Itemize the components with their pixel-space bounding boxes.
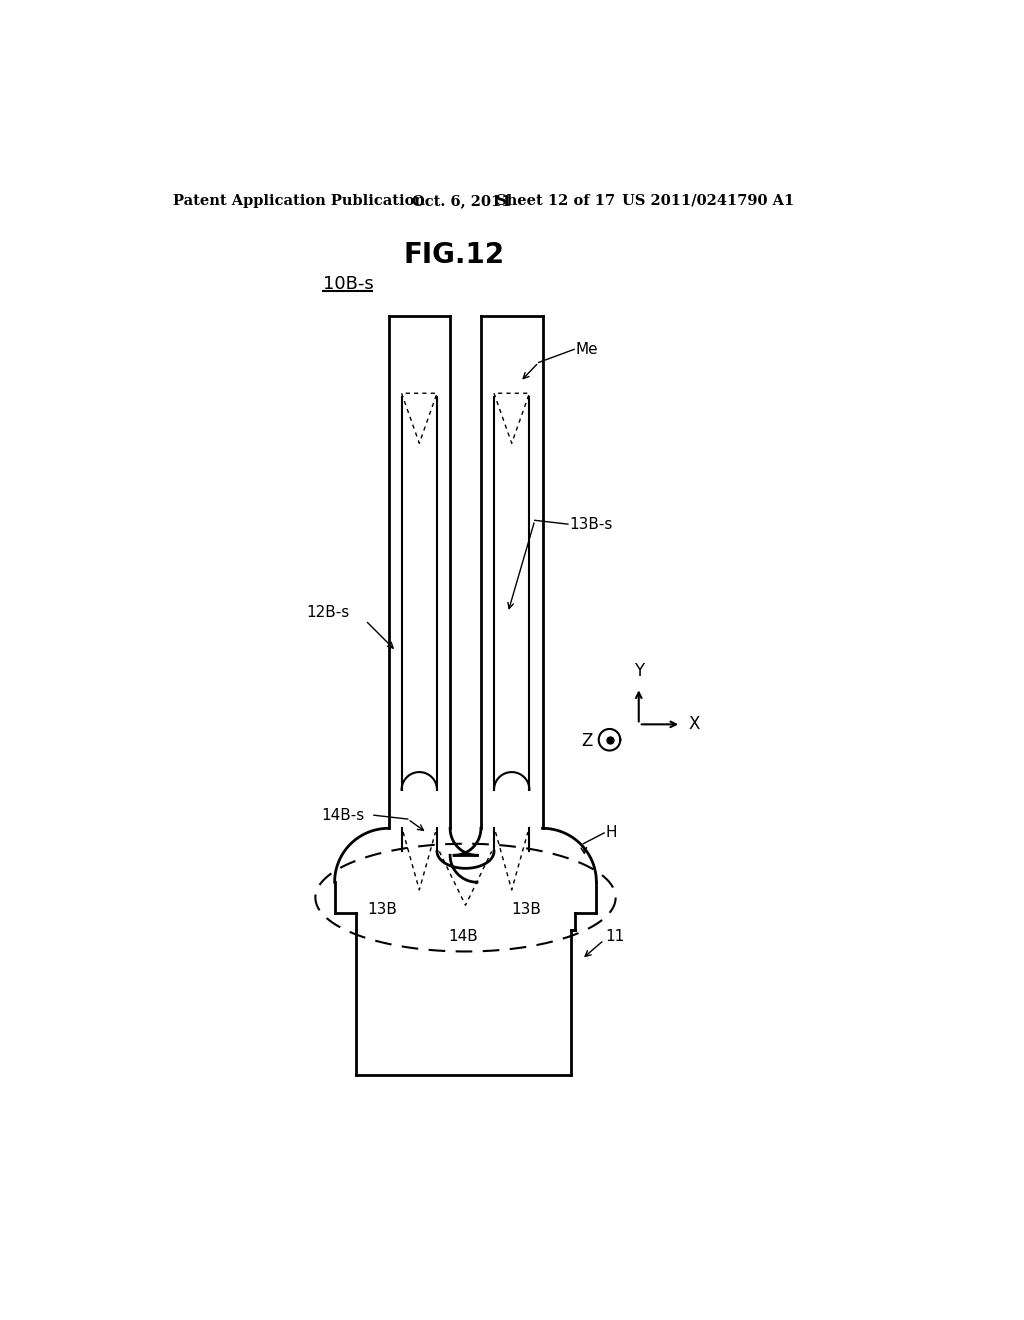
Text: 12B-s: 12B-s — [306, 605, 349, 620]
Text: 13B: 13B — [512, 903, 542, 917]
Text: FIG.12: FIG.12 — [403, 240, 505, 269]
Text: 13B: 13B — [368, 903, 397, 917]
Text: Y: Y — [634, 661, 644, 680]
Text: Sheet 12 of 17: Sheet 12 of 17 — [497, 194, 615, 207]
Text: US 2011/0241790 A1: US 2011/0241790 A1 — [622, 194, 794, 207]
Text: 10B-s: 10B-s — [323, 275, 374, 293]
Text: 14B: 14B — [449, 928, 478, 944]
Text: H: H — [605, 825, 617, 841]
Text: X: X — [689, 715, 700, 734]
Text: 14B-s: 14B-s — [322, 808, 365, 822]
Text: Oct. 6, 2011: Oct. 6, 2011 — [412, 194, 511, 207]
Text: Patent Application Publication: Patent Application Publication — [173, 194, 425, 207]
Text: Me: Me — [575, 342, 598, 356]
Text: 13B-s: 13B-s — [569, 516, 612, 532]
Text: Z: Z — [582, 733, 593, 750]
Text: 11: 11 — [605, 928, 625, 944]
